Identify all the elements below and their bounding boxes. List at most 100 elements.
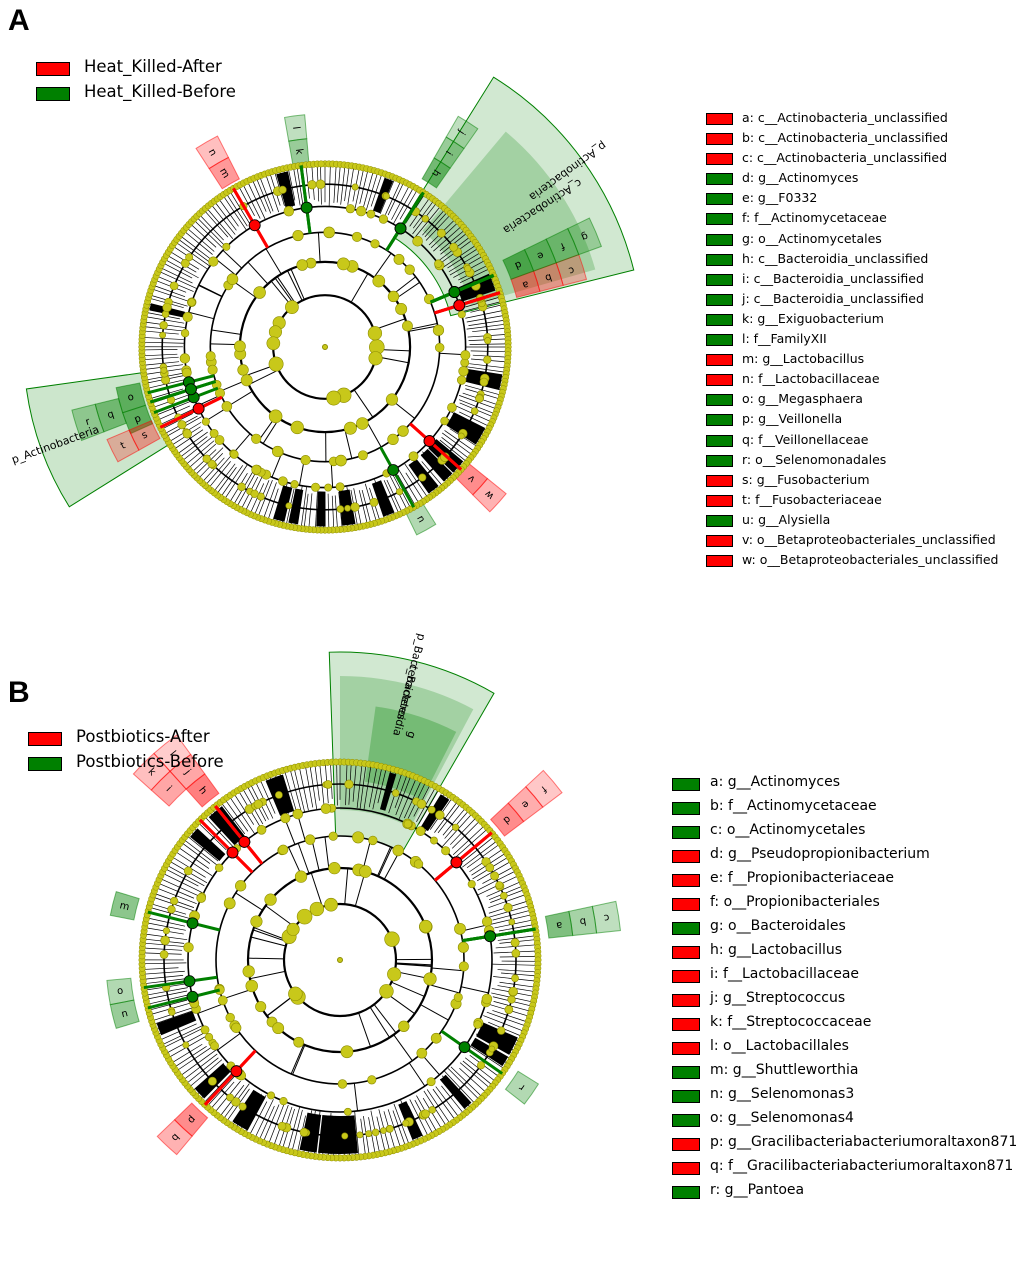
taxon-node: [180, 329, 190, 338]
taxon-node: [264, 893, 277, 906]
leaf-branch: [344, 166, 350, 202]
taxon-node: [511, 974, 519, 983]
leaf-branch: [164, 259, 199, 279]
taxon-node: [226, 273, 239, 285]
leaf-branch: [363, 171, 374, 207]
leaf-branch: [501, 972, 537, 977]
taxon-node: [268, 409, 283, 424]
clade-branch: [222, 988, 253, 1000]
taxon-node: [280, 813, 291, 824]
highlighted-branch: [214, 805, 264, 865]
leaf-branch: [465, 310, 504, 319]
panel-a: A p_Actinobacteria c_Actinobacteria p_Acti…: [0, 0, 1020, 620]
taxon-node: [427, 805, 436, 814]
taxon-node: [180, 258, 190, 268]
clade-branch: [373, 1004, 397, 1034]
group-label: Postbiotics-Before: [76, 752, 224, 771]
legend-swatch: [672, 874, 700, 887]
clade-branch: [420, 1004, 449, 1021]
clade-branch: [211, 329, 241, 335]
leaf-branch: [387, 182, 404, 216]
clade-marker-letter: i: [164, 784, 174, 794]
taxa-label: h: c__Bacteroidia_unclassified: [742, 250, 929, 266]
taxon-node: [415, 826, 426, 836]
clade-branch: [198, 284, 223, 298]
taxon-node: [449, 242, 458, 252]
leaf-branch: [252, 179, 267, 212]
leaf-fan: [190, 828, 226, 861]
leaf-branch: [437, 803, 461, 834]
taxon-node: [473, 1020, 482, 1029]
clade-branch: [198, 284, 223, 297]
leaf-branch: [204, 210, 229, 238]
taxa-label: o: g__Megasphaera: [742, 391, 863, 407]
clade-marker-letter: s: [140, 429, 150, 441]
clade-branch: [330, 461, 334, 488]
highlighted-node: [248, 219, 261, 232]
leaf-branch: [425, 214, 451, 241]
clade-branch: [317, 232, 321, 263]
highlighted-branch: [434, 291, 501, 315]
leaf-branch: [202, 457, 225, 483]
taxon-node: [435, 342, 445, 353]
clade-marker-letter: v: [466, 472, 478, 484]
taxon-node: [296, 259, 308, 271]
leaf-branch: [442, 244, 477, 269]
legend-swatch: [706, 313, 733, 326]
leaf-branch: [466, 323, 506, 330]
leaf-fan: [340, 1115, 359, 1154]
taxon-node: [391, 789, 400, 797]
taxon-node: [337, 257, 350, 271]
leaf-branch: [182, 436, 214, 461]
taxon-node: [336, 505, 345, 513]
leaf-branch: [226, 193, 248, 227]
taxon-node: [418, 473, 427, 482]
taxa-label: q: f__Veillonellaceae: [742, 431, 869, 447]
taxa-label: l: f__FamilyXII: [742, 331, 827, 347]
taxa-label: a: g__Actinomyces: [710, 774, 841, 790]
leaf-branch: [405, 472, 424, 501]
taxon-node: [231, 1022, 242, 1034]
clade-branch: [350, 273, 369, 303]
taxon-node: [196, 893, 206, 903]
taxa-label: b: f__Actinomycetaceae: [710, 798, 877, 814]
clade-branch: [408, 1062, 426, 1087]
leaf-branch: [267, 488, 279, 521]
taxon-node: [458, 366, 469, 377]
taxa-label: e: f__Propionibacteriaceae: [710, 870, 895, 886]
leaf-branch: [340, 165, 346, 205]
taxon-node: [285, 300, 299, 315]
leaf-branch: [387, 1109, 401, 1148]
taxon-node: [237, 482, 246, 492]
taxon-node: [234, 880, 247, 892]
leaf-branch: [397, 474, 416, 506]
leaf-branch: [486, 1011, 526, 1027]
taxon-node: [378, 214, 389, 224]
leaf-branch: [213, 463, 236, 492]
taxon-node: [272, 1022, 285, 1035]
leaf-branch: [157, 405, 191, 421]
clade-marker-letter: e: [535, 249, 545, 262]
legend-swatch: [706, 514, 733, 527]
taxon-node: [359, 865, 372, 878]
taxon-node: [367, 326, 383, 341]
taxon-node: [229, 450, 239, 459]
legend-swatch: [706, 414, 733, 427]
leaf-branch: [331, 495, 335, 530]
highlighted-branch: [462, 927, 536, 943]
leaf-branch: [229, 796, 255, 834]
taxa-label: p: g__Gracilibacteriabacteriumoraltaxon8…: [710, 1134, 1018, 1150]
leaf-branch: [146, 922, 186, 931]
clade-marker-letter: m: [118, 900, 130, 913]
clade-highlight-box: [195, 135, 230, 170]
leaf-fan: [273, 485, 293, 522]
legend-swatch: [672, 1162, 700, 1175]
taxon-node: [458, 961, 469, 972]
leaf-branch: [439, 439, 467, 462]
leaf-branch: [459, 836, 494, 865]
legend-swatch: [672, 1042, 700, 1055]
leaf-branch: [193, 219, 223, 248]
highlighted-branch: [203, 1049, 257, 1106]
leaf-fan: [288, 488, 304, 525]
taxa-label: t: f__Fusobacteriaceae: [742, 491, 882, 507]
